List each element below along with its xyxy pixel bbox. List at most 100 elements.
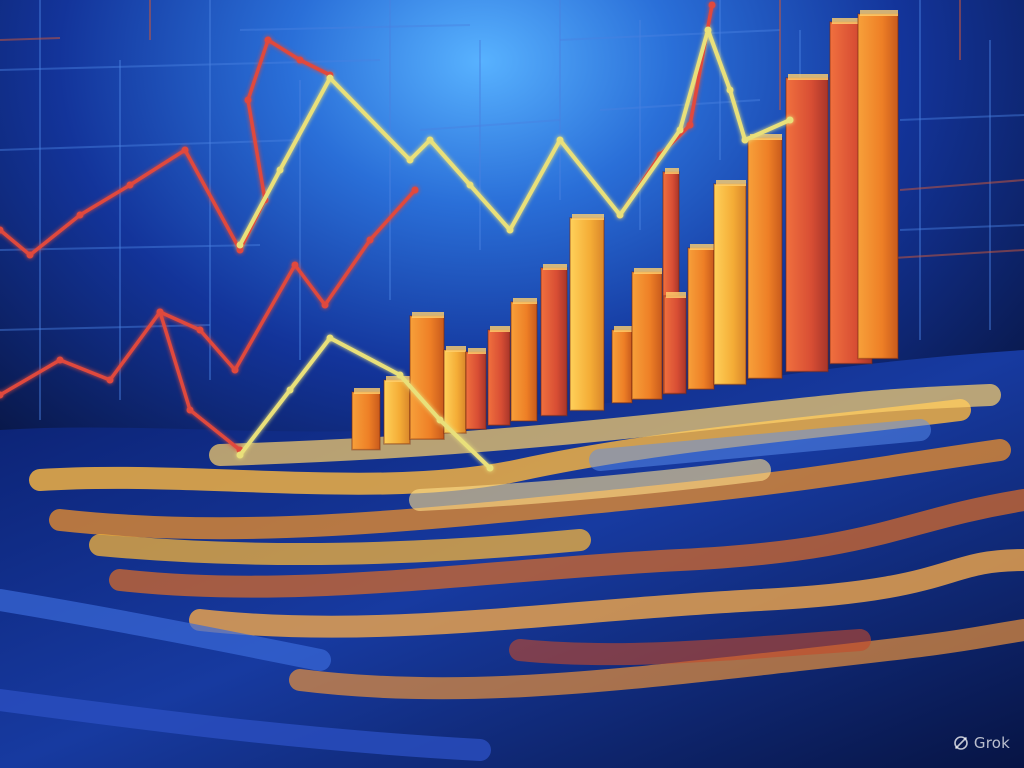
red-line-upper-node [26,251,34,259]
grid-line [559,29,781,41]
bar [487,329,511,426]
bar-top [354,388,380,394]
red-line-upper-node [0,226,4,234]
yellow-line-lower-node [326,334,334,342]
red-line-upper-node [126,181,134,189]
red-line-lower [0,188,417,397]
yellow-line-lower-node [486,464,494,472]
brushstroke [289,619,1024,700]
bar [747,137,783,380]
red-line-upper-node [181,146,189,154]
bar [465,351,487,430]
yellow-line-upper-node [704,26,712,34]
bar [569,217,605,412]
red-line-lower-node [196,326,204,334]
grok-watermark: Grok [953,734,1010,752]
bar-top [468,348,486,354]
red-line-upper-node [244,96,252,104]
brushstroke [89,529,591,566]
grok-logo-icon [954,736,968,750]
bar [857,13,899,360]
bar [713,183,747,386]
bar-top [665,168,679,174]
bar-top [614,326,632,332]
bar [785,77,829,373]
bar-top [446,346,466,352]
bar-top [634,268,662,274]
brushstroke [509,629,871,666]
brushstroke [49,439,1011,540]
bar [631,271,663,400]
red-line-lower-node [0,391,4,399]
bar [611,329,633,404]
yellow-line-upper-node [276,166,284,174]
yellow-line-upper-node [741,136,749,144]
red-line-right-node [708,1,716,9]
bar [540,267,568,417]
yellow-line-upper-node [676,126,684,134]
bar-top [750,134,782,140]
red-line-lower-node [411,186,419,194]
red-line-right-node [686,121,694,129]
grid-line-warm [899,179,1024,191]
grid-line [899,224,1024,231]
yellow-line-upper-node [236,241,244,249]
bar-top [666,292,686,298]
yellow-line-lower-node [436,416,444,424]
brushstroke [109,489,1024,598]
grid-line [419,119,561,131]
red-line-lower-node [56,356,64,364]
yellow-line-upper-node [786,116,794,124]
grid-line [239,24,471,31]
red-line-lower-tail-node [186,406,194,414]
bar-top [513,298,537,304]
bar-top [690,244,714,250]
yellow-line-upper [238,28,792,247]
yellow-line-upper-node [556,136,564,144]
bar-top [412,312,444,318]
bar-top [860,10,898,16]
red-line-lower-node [231,366,239,374]
watermark-label: Grok [973,734,1010,752]
grid-line-warm [0,37,61,41]
yellow-line-upper-node [506,226,514,234]
brushstroke [409,459,771,511]
bar [663,295,687,395]
yellow-line-upper-node [326,74,334,82]
yellow-line-lower [238,336,492,470]
yellow-line-upper-node [616,211,624,219]
bar [687,247,715,390]
grid-line [0,324,211,331]
bar-group [351,10,899,451]
red-line-lower-node [106,376,114,384]
red-line-lower-tail-node [156,308,164,316]
yellow-line-upper-node [406,156,414,164]
red-line-upper-node [76,211,84,219]
line-group [0,1,794,472]
bar-top [716,180,746,186]
background-grid [0,0,1024,420]
brushstroke [589,419,931,471]
red-line-lower-node [321,301,329,309]
grid-line [0,139,301,151]
red-line-lower-node [366,236,374,244]
red-line-upper-node [264,36,272,44]
red-line-upper-node [236,246,244,254]
grid-line [0,59,381,71]
yellow-line-lower-node [286,386,294,394]
red-line-upper-node [296,56,304,64]
brushstroke [189,549,1024,638]
brushstroke [0,589,331,671]
bar [351,391,381,451]
bar [510,301,538,422]
brushstroke [0,689,491,761]
grid-line [899,114,1024,121]
yellow-line-lower-node [236,451,244,459]
bar-top [832,18,872,24]
bar-top [543,264,567,270]
yellow-line-upper-node [426,136,434,144]
bar-top [386,376,410,382]
grid-line [0,244,261,251]
